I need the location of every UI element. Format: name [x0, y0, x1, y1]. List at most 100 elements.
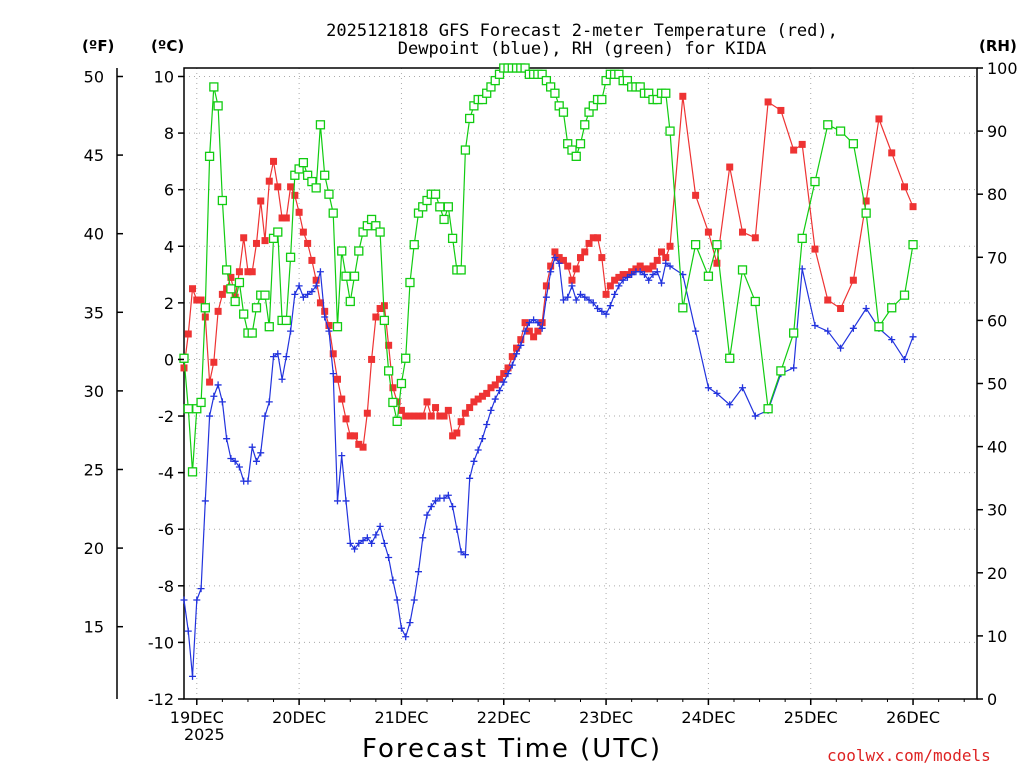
temperature-point [862, 197, 870, 205]
rh-tick-label: 20 [987, 564, 1007, 583]
temperature-point [751, 234, 759, 242]
temperature-point [244, 268, 252, 276]
dewpoint-point [606, 302, 614, 310]
celsius-tick-label: 6 [164, 181, 174, 200]
rh-point [221, 265, 232, 275]
rh-tick-label: 90 [987, 122, 1007, 141]
dewpoint-point [385, 554, 393, 562]
dewpoint-point [636, 268, 644, 276]
dewpoint-line [183, 256, 914, 677]
temperature-point [316, 299, 324, 307]
dewpoint-point [453, 525, 461, 533]
temperature-point [542, 282, 550, 290]
temperature-point [521, 319, 529, 327]
dewpoint-point [201, 497, 209, 505]
dewpoint-point [363, 534, 371, 542]
dewpoint-point [658, 279, 666, 287]
temperature-point [564, 262, 572, 270]
dewpoint-point [333, 497, 341, 505]
temperature-point [355, 440, 363, 448]
rh-point [328, 208, 338, 218]
dewpoint-point [704, 384, 712, 392]
temperature-point [457, 418, 465, 426]
temperature-point [679, 92, 687, 100]
dewpoint-point [534, 319, 542, 327]
temperature-point [636, 262, 644, 270]
rh-point [379, 315, 390, 326]
dewpoint-point [372, 531, 380, 539]
rh-point [204, 151, 215, 161]
rh-point [789, 328, 799, 338]
rh-point [281, 315, 291, 326]
rh-point [665, 126, 675, 136]
dewpoint-point [585, 296, 593, 304]
rh-point [409, 240, 419, 250]
temperature-point [444, 406, 452, 414]
dewpoint-point [359, 537, 367, 545]
dewpoint-point [189, 672, 197, 680]
dewpoint-point [414, 568, 422, 576]
dewpoint-point [410, 596, 418, 604]
dewpoint-point [824, 327, 832, 335]
rh-point [179, 353, 189, 363]
temperature-point [376, 305, 384, 313]
temperature-point [206, 378, 214, 386]
temperature-point [478, 392, 486, 400]
dewpoint-point [602, 310, 610, 318]
rh-point [315, 120, 326, 130]
dewpoint-point [380, 539, 388, 547]
x-tick-label: 26DEC [886, 708, 940, 727]
rh-tick-label: 70 [987, 248, 1007, 267]
temperature-point [184, 330, 192, 338]
temperature-point [210, 358, 218, 366]
dewpoint-point [406, 619, 414, 627]
x-tick-label: 19DEC [170, 708, 224, 727]
temperature-point [577, 254, 584, 262]
dewpoint-point [214, 381, 222, 389]
temperature-point [598, 254, 606, 262]
temperature-point [427, 412, 435, 420]
rh-point [392, 416, 402, 427]
rh-point [247, 328, 257, 338]
dewpoint-point [265, 398, 273, 406]
fahrenheit-tick-label: 45 [84, 146, 104, 165]
rh-point [337, 246, 347, 256]
celsius-tick-label: 4 [164, 237, 174, 256]
rh-point [439, 214, 449, 225]
dewpoint-point [640, 271, 648, 279]
temperature-point [397, 406, 405, 414]
rh-point [311, 183, 321, 193]
dewpoint-point [623, 273, 631, 281]
rh-point [264, 322, 274, 332]
rh-point [661, 88, 671, 98]
dewpoint-point [487, 406, 495, 414]
rh-line [183, 67, 914, 472]
temperature-point [875, 115, 883, 123]
dewpoint-point [538, 324, 546, 332]
dewpoint-point [180, 596, 188, 604]
dewpoint-point [466, 474, 474, 482]
dewpoint-point [291, 290, 299, 298]
credit-link[interactable]: coolwx.com/models [827, 746, 991, 765]
temperature-point [299, 228, 307, 236]
rh-point [703, 271, 714, 281]
temperature-point [645, 265, 653, 273]
dewpoint-point [909, 333, 917, 341]
dewpoint-point [645, 276, 653, 284]
dewpoint-point [389, 576, 397, 584]
rh-point [354, 246, 364, 256]
rh-series [179, 63, 918, 477]
dewpoint-point [726, 401, 734, 409]
rh-point [430, 189, 441, 199]
dewpoint-point [811, 321, 819, 329]
fahrenheit-unit-label: (ºF) [82, 37, 114, 55]
dewpoint-point [470, 457, 478, 465]
dewpoint-point [581, 293, 589, 301]
celsius-tick-label: -4 [158, 464, 174, 483]
dewpoint-point [457, 548, 465, 556]
temperature-point [649, 262, 657, 270]
temperature-point [568, 276, 576, 284]
dewpoint-point [483, 421, 491, 429]
rh-point [273, 227, 283, 237]
